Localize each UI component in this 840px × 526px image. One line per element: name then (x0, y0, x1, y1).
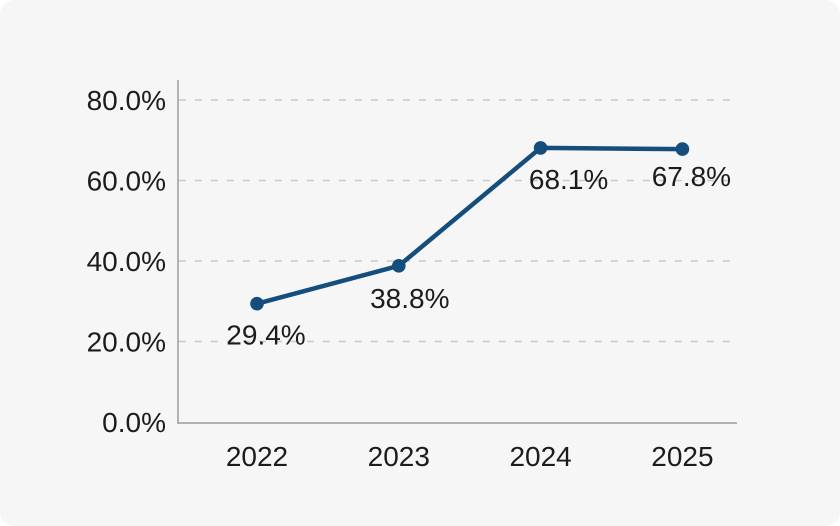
data-point (675, 142, 690, 156)
x-axis-tick-label: 2024 (509, 441, 571, 472)
x-axis-tick-label: 2023 (368, 441, 430, 472)
data-point (392, 259, 406, 273)
data-label: 38.8% (370, 283, 449, 314)
data-label: 67.8% (652, 161, 731, 192)
y-axis-tick-label: 60.0% (87, 166, 166, 197)
x-axis-tick-label: 2025 (651, 441, 713, 472)
y-axis-tick-label: 0.0% (102, 407, 166, 438)
y-axis-tick-label: 80.0% (87, 85, 166, 116)
data-label: 29.4% (226, 320, 305, 351)
y-axis-tick-label: 40.0% (87, 246, 166, 277)
series-line (254, 145, 685, 306)
data-label: 68.1% (529, 164, 608, 195)
y-axis-tick-label: 20.0% (87, 327, 166, 358)
x-axis-tick-label: 2022 (226, 441, 288, 472)
data-point (533, 141, 548, 155)
data-point (250, 296, 264, 311)
